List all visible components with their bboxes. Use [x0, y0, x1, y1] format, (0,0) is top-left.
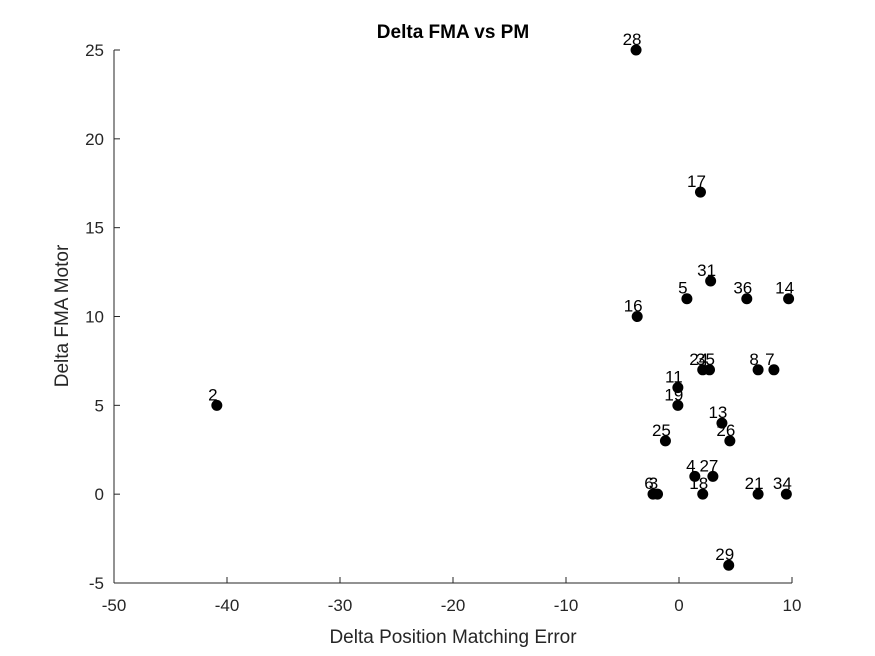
data-point [211, 399, 223, 411]
data-point-label: 7 [765, 350, 774, 369]
data-point-label: 18 [689, 474, 708, 493]
data-point-label: 27 [699, 456, 718, 475]
data-point [768, 364, 780, 376]
x-tick-label: 10 [783, 596, 802, 615]
data-point [752, 488, 764, 500]
data-point [704, 364, 716, 376]
data-point-label: 5 [678, 279, 687, 298]
data-point-label: 19 [664, 385, 683, 404]
data-point [724, 435, 736, 447]
x-axis-label: Delta Position Matching Error [329, 627, 577, 648]
x-tick-label: 0 [674, 596, 683, 615]
y-tick-label: 25 [85, 41, 104, 60]
y-tick-label: 0 [95, 485, 104, 504]
data-point [631, 311, 643, 322]
y-tick-label: 10 [85, 308, 104, 327]
data-point-label: 31 [697, 261, 716, 280]
data-point [681, 293, 693, 305]
data-point [705, 275, 717, 287]
x-tick-label: -50 [102, 596, 127, 615]
data-point [707, 470, 719, 482]
data-point-label: 16 [624, 297, 643, 316]
data-point-label: 29 [715, 545, 734, 564]
data-point-label: 34 [773, 474, 792, 493]
data-point-label: 6 [644, 474, 653, 493]
data-point-label: 3 [649, 474, 658, 493]
data-point [752, 364, 764, 376]
data-point [741, 293, 753, 305]
y-tick-label: 15 [85, 219, 104, 238]
data-point-label: 2 [208, 385, 217, 404]
y-tick-label: 5 [95, 396, 104, 415]
y-axis-label: Delta FMA Motor [52, 244, 73, 387]
x-tick-label: -20 [441, 596, 466, 615]
data-point-label: 36 [733, 279, 752, 298]
data-point-label: 26 [716, 421, 735, 440]
data-point [716, 417, 728, 429]
x-tick-label: -30 [328, 596, 353, 615]
data-point-label: 8 [749, 350, 758, 369]
data-point-label: 11 [665, 368, 683, 387]
data-point-label: 28 [623, 30, 642, 49]
data-point [783, 293, 795, 305]
data-point [630, 44, 642, 56]
data-point-label: 25 [652, 421, 671, 440]
data-point [723, 559, 735, 571]
data-point [689, 470, 701, 482]
data-points [211, 44, 795, 571]
y-tick-label: -5 [89, 574, 104, 593]
data-point-label: 14 [775, 279, 794, 298]
data-point [694, 186, 706, 198]
data-point-label: 24 [689, 350, 708, 369]
data-point-label: 13 [708, 403, 727, 422]
data-point-label: 17 [687, 172, 706, 191]
x-tick-label: -10 [554, 596, 579, 615]
data-point [652, 488, 664, 500]
data-point-label: 21 [745, 474, 764, 493]
data-point [672, 382, 684, 394]
data-point [780, 488, 792, 500]
data-point [659, 435, 671, 447]
y-tick-label: 20 [85, 130, 104, 149]
data-point [672, 399, 684, 411]
data-point-label: 35 [696, 350, 715, 369]
x-tick-label: -40 [215, 596, 240, 615]
chart-title: Delta FMA vs PM [377, 22, 529, 43]
data-point [697, 488, 709, 500]
data-point-label: 4 [686, 456, 695, 475]
axes [113, 50, 792, 584]
